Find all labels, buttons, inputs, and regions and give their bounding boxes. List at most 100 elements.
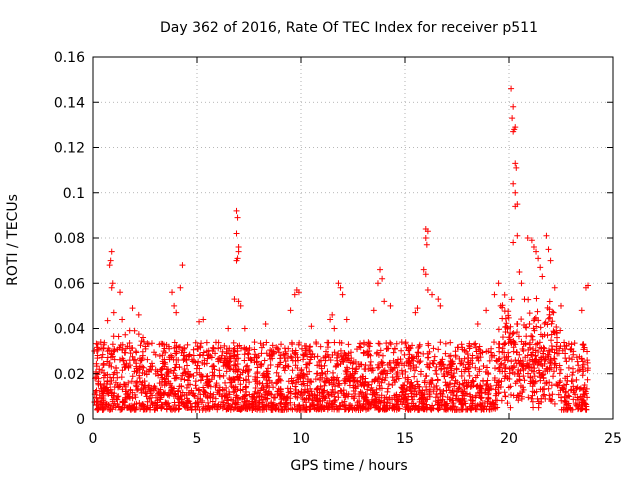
data-point — [387, 302, 394, 309]
data-point — [320, 393, 327, 400]
data-point — [307, 403, 314, 410]
data-point — [221, 342, 228, 349]
data-point — [376, 375, 383, 382]
data-point — [139, 401, 146, 408]
data-point — [268, 404, 275, 411]
data-point — [277, 392, 284, 399]
data-point — [322, 370, 329, 377]
data-point — [528, 364, 535, 371]
data-point — [572, 401, 579, 408]
data-point — [432, 394, 439, 401]
data-point — [548, 382, 555, 389]
data-point — [495, 365, 502, 372]
data-point — [557, 366, 564, 373]
data-point — [329, 386, 336, 393]
y-axis-label: ROTI / TECUs — [5, 194, 21, 286]
data-point — [104, 400, 110, 407]
data-point — [274, 345, 281, 352]
data-point — [447, 339, 454, 346]
data-point — [163, 341, 170, 348]
data-point — [179, 262, 186, 269]
data-point — [106, 262, 113, 269]
data-point — [534, 361, 541, 368]
y-tick-label: 0.04 — [54, 322, 85, 338]
data-point — [461, 386, 468, 393]
data-point — [206, 378, 213, 385]
data-point — [278, 341, 285, 348]
data-point — [235, 366, 242, 373]
data-point — [337, 347, 344, 354]
data-point — [117, 289, 124, 296]
data-point — [119, 316, 126, 323]
data-point — [259, 380, 266, 387]
data-point — [227, 350, 234, 357]
data-point — [289, 367, 296, 374]
data-point — [556, 362, 563, 369]
data-point — [323, 375, 330, 382]
data-point — [221, 393, 228, 400]
data-point — [214, 356, 221, 363]
data-point — [175, 399, 182, 406]
data-point — [531, 373, 538, 380]
data-point — [187, 389, 194, 396]
data-point — [411, 406, 418, 413]
data-point — [546, 314, 553, 321]
data-point — [424, 287, 431, 294]
data-point — [558, 302, 564, 309]
data-point — [584, 394, 591, 401]
data-point — [451, 406, 458, 413]
data-point — [530, 346, 537, 353]
data-point — [320, 354, 327, 361]
data-point — [353, 378, 360, 385]
data-point — [364, 405, 371, 412]
data-point — [144, 340, 151, 347]
data-point — [294, 365, 301, 372]
data-point — [122, 396, 129, 403]
data-point — [549, 308, 556, 315]
data-point — [483, 307, 490, 314]
data-point — [474, 320, 481, 327]
data-point — [448, 374, 455, 381]
data-point — [547, 257, 554, 264]
data-point — [416, 383, 423, 390]
data-point — [436, 386, 443, 393]
data-point — [124, 404, 131, 411]
data-point — [281, 367, 288, 374]
data-point — [422, 235, 429, 241]
data-point — [359, 376, 366, 383]
data-point — [110, 402, 117, 409]
data-point — [385, 381, 392, 388]
data-point — [162, 389, 169, 396]
data-point — [183, 395, 190, 402]
data-point — [529, 356, 536, 363]
data-point — [387, 341, 394, 348]
data-point — [410, 357, 417, 364]
data-point — [580, 361, 587, 368]
data-point — [574, 384, 581, 391]
data-point — [423, 401, 430, 408]
data-point — [484, 364, 491, 371]
data-point — [216, 384, 223, 391]
data-point — [549, 391, 556, 398]
data-point — [394, 397, 401, 404]
data-point — [292, 405, 299, 412]
data-point — [225, 325, 232, 332]
data-point — [230, 366, 237, 373]
data-point — [171, 345, 178, 352]
data-point — [209, 394, 216, 401]
data-point — [506, 365, 513, 372]
data-point — [353, 404, 360, 411]
data-point — [196, 352, 203, 359]
data-point — [355, 361, 362, 368]
data-point — [379, 376, 386, 383]
data-point — [263, 383, 270, 390]
data-point — [402, 368, 409, 375]
data-point — [106, 406, 113, 413]
data-point — [389, 374, 396, 381]
data-point — [272, 394, 279, 401]
data-point — [378, 392, 385, 399]
data-point — [156, 353, 163, 360]
data-point — [136, 399, 143, 406]
data-point — [550, 309, 557, 316]
data-point — [476, 343, 483, 350]
